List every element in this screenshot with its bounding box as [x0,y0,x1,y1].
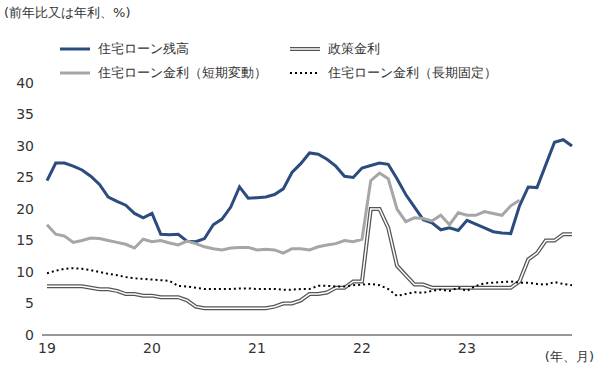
svg-text:35: 35 [16,106,34,122]
html-text:政策金利: 政策金利 [328,41,380,56]
svg-text:5: 5 [25,295,34,311]
html-text:住宅ローン金利（短期変動）: 住宅ローン金利（短期変動） [98,65,267,80]
svg-text:15: 15 [16,232,34,248]
html-text:(前年比又は年利、%): (前年比又は年利、%) [4,5,131,20]
svg-text:30: 30 [16,138,34,154]
svg-text:0: 0 [25,327,34,343]
svg-text:25: 25 [16,169,34,185]
svg-text:20: 20 [16,201,34,217]
svg-text:40: 40 [16,75,34,91]
svg-text:21: 21 [248,340,266,356]
svg-text:20: 20 [143,340,161,356]
svg-text:10: 10 [16,264,34,280]
svg-text:19: 19 [38,340,56,356]
svg-text:23: 23 [458,340,476,356]
svg-text:22: 22 [353,340,371,356]
html-text:住宅ローン残高: 住宅ローン残高 [98,41,189,56]
html-text:(年、月): (年、月) [544,349,594,364]
html-text:住宅ローン金利（長期固定）: 住宅ローン金利（長期固定） [328,65,497,80]
